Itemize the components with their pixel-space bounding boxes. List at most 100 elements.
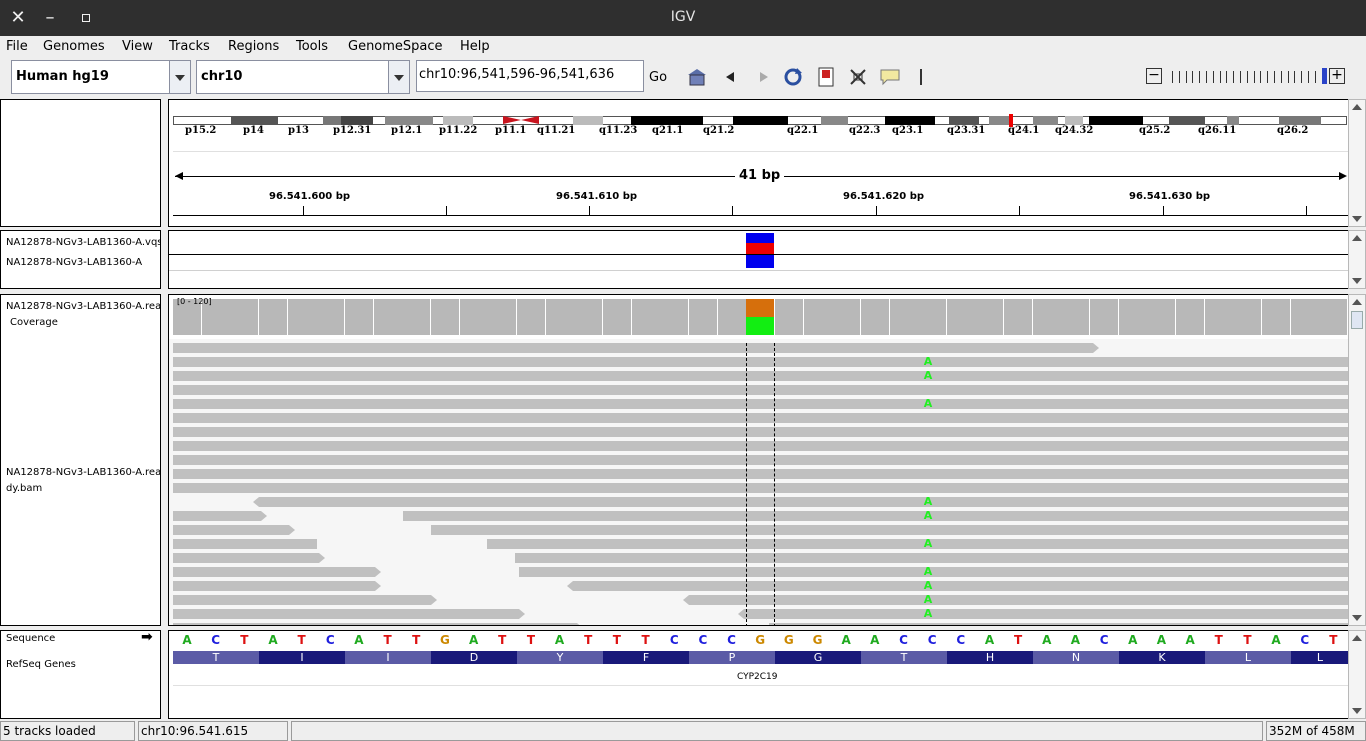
genome-select[interactable]: Human hg19	[11, 60, 191, 94]
coverage-bar[interactable]	[660, 299, 690, 335]
coverage-allele-a[interactable]	[746, 299, 774, 317]
maximize-icon[interactable]	[74, 6, 98, 30]
back-icon[interactable]	[720, 67, 742, 87]
read[interactable]	[173, 455, 1348, 465]
coverage-bar[interactable]	[1147, 299, 1177, 335]
coverage-bar[interactable]	[918, 299, 948, 335]
coverage-bar[interactable]	[173, 299, 202, 335]
read[interactable]	[689, 595, 1348, 605]
refseq-track-name[interactable]: RefSeq Genes	[6, 659, 76, 670]
forward-icon[interactable]	[752, 67, 774, 87]
variant-track-name[interactable]: NA12878-NGv3-LAB1360-A.vqsr	[6, 237, 161, 248]
coverage-bar[interactable]	[1032, 299, 1062, 335]
coverage-bar[interactable]	[832, 299, 862, 335]
amino-acid[interactable]: D	[431, 651, 517, 664]
amino-acid[interactable]: I	[345, 651, 431, 664]
coverage-bar[interactable]	[574, 299, 604, 335]
read[interactable]	[173, 371, 1348, 381]
close-icon[interactable]: ✕	[10, 7, 26, 28]
read[interactable]	[744, 609, 1348, 619]
coverage-bar[interactable]	[889, 299, 919, 335]
menu-genomes[interactable]: Genomes	[43, 39, 105, 54]
mismatch-base[interactable]: A	[923, 509, 933, 522]
chromosome-select[interactable]: chr10	[196, 60, 410, 94]
coverage-bar[interactable]	[975, 299, 1005, 335]
coverage-bar[interactable]	[602, 299, 632, 335]
go-button[interactable]: Go	[649, 70, 668, 85]
roi-icon[interactable]	[815, 67, 837, 87]
read[interactable]	[173, 539, 317, 549]
read[interactable]	[173, 427, 1348, 437]
read[interactable]	[431, 525, 1348, 535]
amino-acid[interactable]: F	[603, 651, 689, 664]
coverage-bar[interactable]	[1004, 299, 1034, 335]
coverage-bar[interactable]	[201, 299, 231, 335]
coverage-bar[interactable]	[631, 299, 661, 335]
read[interactable]	[519, 567, 1348, 577]
variant-scrollbar[interactable]	[1348, 230, 1366, 289]
coverage-bar[interactable]	[287, 299, 317, 335]
amino-acid[interactable]: P	[689, 651, 775, 664]
feature-scrollbar[interactable]	[1348, 630, 1366, 719]
read[interactable]	[173, 595, 431, 605]
mismatch-base[interactable]: A	[923, 397, 933, 410]
coverage-bar[interactable]	[516, 299, 546, 335]
bam-track-name[interactable]: NA12878-NGv3-LAB1360-A.rea	[6, 467, 161, 478]
coverage-bar[interactable]	[803, 299, 833, 335]
coverage-bar[interactable]	[1262, 299, 1292, 335]
read[interactable]	[173, 567, 375, 577]
menu-tracks[interactable]: Tracks	[169, 39, 210, 54]
sequence-track-name[interactable]: Sequence	[6, 633, 56, 644]
coverage-bar[interactable]	[860, 299, 890, 335]
home-icon[interactable]	[686, 67, 708, 87]
mismatch-base[interactable]: A	[923, 495, 933, 508]
read[interactable]	[173, 553, 319, 563]
mismatch-base[interactable]: A	[923, 565, 933, 578]
zoom-slider-thumb[interactable]	[1321, 68, 1327, 84]
chevron-down-icon[interactable]	[388, 61, 409, 93]
amino-acid[interactable]: L	[1205, 651, 1291, 664]
coverage-bar[interactable]	[258, 299, 288, 335]
coverage-bar[interactable]	[402, 299, 432, 335]
coverage-bar[interactable]	[373, 299, 403, 335]
sample-track-name[interactable]: NA12878-NGv3-LAB1360-A	[6, 257, 143, 268]
amino-acid[interactable]: T	[173, 651, 259, 664]
menu-tools[interactable]: Tools	[296, 39, 329, 54]
coverage-bar[interactable]	[1090, 299, 1120, 335]
read[interactable]	[769, 623, 1348, 625]
mismatch-base[interactable]: A	[923, 593, 933, 606]
locus-input[interactable]: chr10:96,541,596-96,541,636	[416, 60, 644, 92]
variant-site[interactable]	[746, 233, 774, 243]
mismatch-base[interactable]: A	[923, 537, 933, 550]
read[interactable]	[515, 553, 1348, 563]
amino-acid[interactable]: H	[947, 651, 1033, 664]
ideogram-current-region[interactable]	[1009, 114, 1013, 127]
mismatch-base[interactable]: A	[923, 369, 933, 382]
refresh-icon[interactable]	[782, 67, 804, 87]
coverage-bar[interactable]	[946, 299, 976, 335]
read[interactable]	[173, 609, 519, 619]
coverage-allele-g[interactable]	[746, 317, 774, 335]
gene-name[interactable]: CYP2C19	[737, 672, 778, 682]
coverage-bar[interactable]	[1061, 299, 1091, 335]
coverage-track-name[interactable]: NA12878-NGv3-LAB1360-A.rea	[6, 301, 161, 312]
read[interactable]	[173, 413, 1348, 423]
read[interactable]	[487, 539, 1348, 549]
read[interactable]	[173, 441, 1348, 451]
read[interactable]	[173, 399, 1348, 409]
alignment-scrollbar[interactable]	[1348, 294, 1366, 626]
read[interactable]	[173, 483, 1348, 493]
coverage-bar[interactable]	[774, 299, 804, 335]
coverage-bar[interactable]	[1319, 299, 1348, 335]
mismatch-base[interactable]: A	[923, 579, 933, 592]
read[interactable]	[573, 581, 1348, 591]
read[interactable]	[173, 623, 577, 625]
amino-acid[interactable]: G	[775, 651, 861, 664]
coverage-bar[interactable]	[1204, 299, 1234, 335]
coverage-bar[interactable]	[459, 299, 489, 335]
genotype-call[interactable]	[746, 255, 774, 268]
scrollbar-thumb[interactable]	[1351, 311, 1363, 329]
coverage-bar[interactable]	[1290, 299, 1320, 335]
resize-icon[interactable]	[847, 67, 869, 87]
